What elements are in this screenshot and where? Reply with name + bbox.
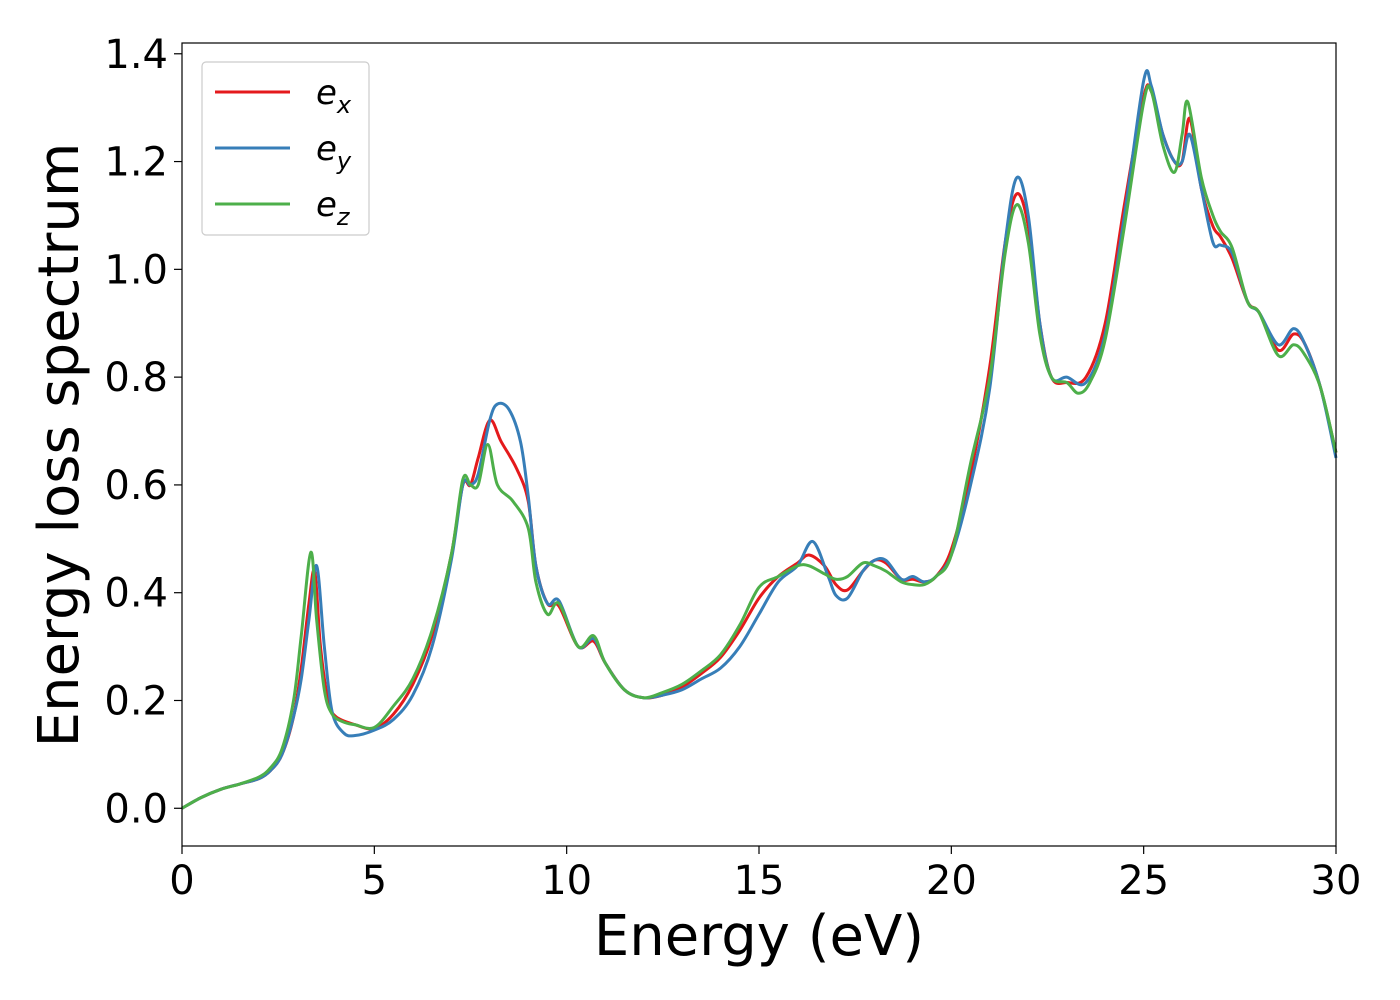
x-axis-title: Energy (eV) bbox=[594, 904, 924, 969]
x-tick-label: 25 bbox=[1118, 858, 1169, 904]
legend-label-subscript: y bbox=[336, 147, 352, 175]
x-tick-label: 10 bbox=[541, 858, 592, 904]
series-line-z bbox=[181, 84, 1338, 810]
legend-label-x: ex bbox=[316, 73, 352, 119]
legend-label-base: e bbox=[316, 185, 337, 225]
y-axis: 0.0 0.2 0.4 0.6 0.8 1.0 1.2 1.4 bbox=[104, 32, 182, 832]
y-tick-label: 0.4 bbox=[104, 571, 168, 617]
y-tick-label: 1.4 bbox=[104, 32, 168, 78]
legend-label-subscript: x bbox=[336, 91, 352, 119]
x-axis: 0 5 10 15 20 25 30 bbox=[169, 846, 1361, 904]
legend-label-z: ez bbox=[316, 185, 351, 231]
y-tick-label: 1.0 bbox=[104, 247, 168, 293]
y-tick-label: 0.0 bbox=[104, 786, 168, 832]
y-tick-label: 0.6 bbox=[104, 463, 168, 509]
y-tick-label: 1.2 bbox=[104, 140, 168, 186]
y-axis-title: Energy loss spectrum bbox=[27, 143, 92, 748]
legend-label-base: e bbox=[316, 73, 337, 113]
series-layer bbox=[181, 69, 1338, 810]
legend-label-subscript: z bbox=[336, 203, 351, 231]
series-line-y bbox=[181, 69, 1338, 810]
x-tick-label: 15 bbox=[734, 858, 785, 904]
legend-label-base: e bbox=[316, 129, 337, 169]
x-tick-label: 5 bbox=[362, 858, 387, 904]
x-tick-label: 30 bbox=[1311, 858, 1362, 904]
x-tick-label: 20 bbox=[926, 858, 977, 904]
y-tick-label: 0.2 bbox=[104, 678, 168, 724]
x-tick-label: 0 bbox=[169, 858, 194, 904]
y-tick-label: 0.8 bbox=[104, 355, 168, 401]
legend-label-y: ey bbox=[316, 129, 352, 175]
